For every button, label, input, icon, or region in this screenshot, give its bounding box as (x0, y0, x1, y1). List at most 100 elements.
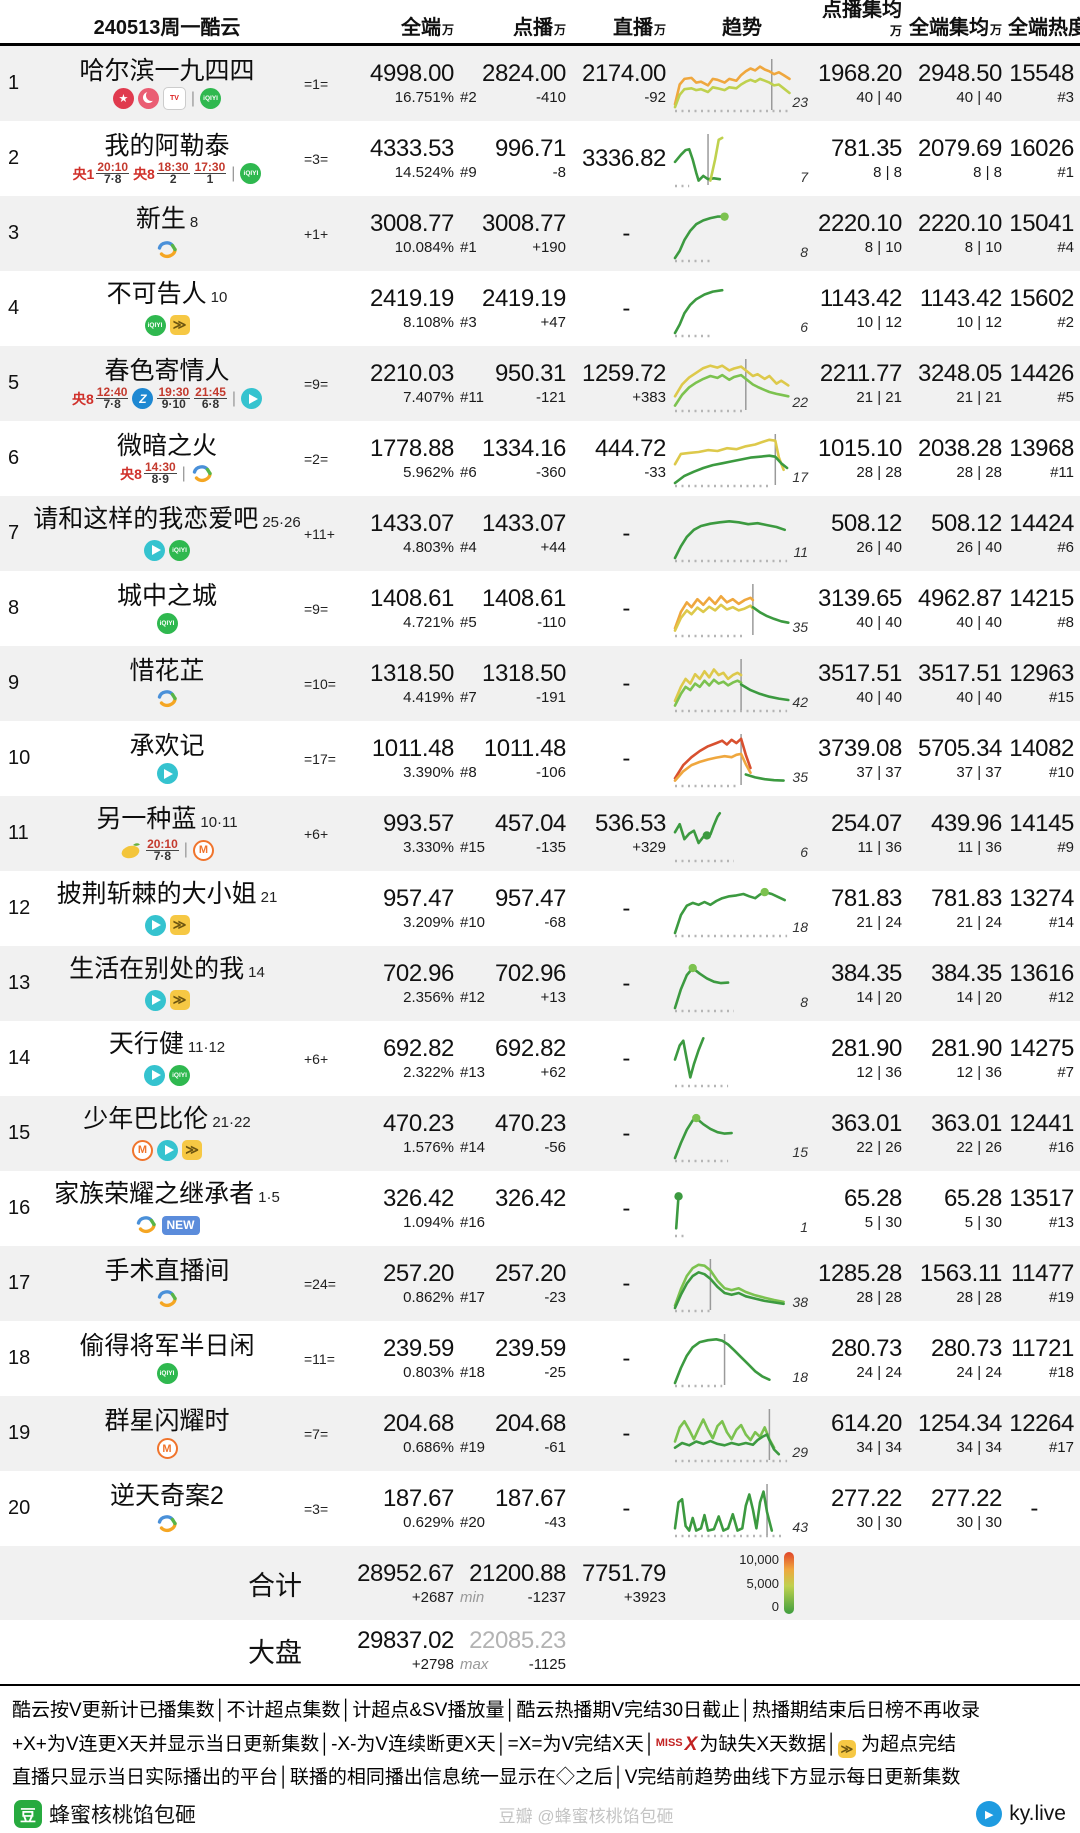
quanduan-avg-episodes: 28 | 28 (956, 464, 1002, 481)
dianbo-avg-episodes: 8 | 8 (873, 164, 902, 181)
quanduan-value: 1011.48 (371, 735, 455, 762)
chaodian-finale-icon: ≫ (169, 315, 190, 335)
dianbo-subline: #12 +13 (460, 988, 566, 1007)
trend-sparkline (673, 1036, 729, 1087)
quanduan-avg-value: 384.35 (930, 960, 1002, 987)
icon-separator: | (231, 164, 236, 182)
daily-episode-count: 29 (792, 1443, 808, 1460)
title-cell: 哈尔滨一九四四 ★ TV | iQIYI (30, 57, 304, 111)
quanduan-avg-value: 2948.50 (918, 60, 1002, 87)
dianbo-avg-episodes: 37 | 37 (856, 764, 902, 781)
broadcast-time: 19:30 (157, 385, 191, 399)
dianbo: 1408.61 #5 -110 (460, 571, 572, 646)
trend-line (673, 1417, 776, 1449)
heat-value: 12264 (1009, 1410, 1074, 1437)
trend-cell: 11 (672, 503, 812, 565)
dianbo-value: 1433.07 (482, 510, 566, 537)
heat-value: 11721 (1011, 1335, 1074, 1362)
drama-title-line: 请和这样的我恋爱吧 25·26 (33, 505, 300, 537)
dianbo-subline: #15 -135 (460, 838, 566, 857)
rank-number: 1 (8, 72, 20, 94)
dianbo: 950.31 #11 -121 (460, 346, 572, 421)
dianbo-avg: 2211.77 21 | 21 (812, 346, 908, 421)
daily-episode-count: 15 (792, 1143, 808, 1160)
douban-icon: 豆 (14, 1800, 42, 1829)
heat: 14426 #5 (1008, 346, 1080, 421)
quanduan-avg: 439.96 11 | 36 (908, 796, 1008, 871)
platform-icons (156, 1287, 179, 1311)
quanduan-avg-value: 508.12 (930, 510, 1002, 537)
dianbo-avg-value: 508.12 (830, 510, 902, 537)
quanduan-value: 257.20 (382, 1260, 454, 1287)
heat-rank: #4 (1057, 239, 1074, 256)
daily-episode-count: 18 (792, 1368, 808, 1385)
dianbo-value: 1318.50 (482, 660, 566, 687)
dianbo-avg: 254.07 11 | 36 (812, 796, 908, 871)
heat: 12264 #17 (1008, 1396, 1080, 1471)
heat: 11477 #19 (1008, 1246, 1080, 1321)
heat-scale-legend: 10,000 5,000 0 (672, 1546, 812, 1620)
quanduan-percent: 3.390% (403, 764, 454, 781)
latest-point-dot (692, 1113, 701, 1122)
dianbo-change: +44 (540, 539, 566, 556)
table-header: 240513周一酷云 全端万 点播万 直播万 趋势 点播集均万 全端集均万 全端… (0, 0, 1080, 46)
broadcast-time: 21:45 (194, 385, 227, 399)
quanduan: 1318.50 4.419% (354, 646, 460, 721)
dianbo: 996.71 #9 -8 (460, 121, 572, 196)
broadcast-time-episodes: 19:30 9·10 (157, 385, 191, 410)
quanduan-avg-value: 4962.87 (918, 585, 1002, 612)
trend-line (673, 1432, 781, 1456)
tencent-video-icon (156, 763, 178, 784)
dianbo-avg-episodes: 34 | 34 (856, 1439, 902, 1456)
daily-episode-count: 38 (792, 1293, 808, 1310)
drama-title: 新生 (135, 205, 186, 233)
dianbo-rank: #20 (460, 1514, 486, 1531)
status-badge: +6+ (304, 1050, 329, 1067)
dianbo-rank: #6 (460, 464, 477, 481)
dianbo-rank: #16 (460, 1214, 486, 1231)
dianbo-avg-value: 254.07 (830, 810, 902, 837)
dianbo-change: -8 (552, 164, 566, 181)
quanduan: 187.67 0.629% (354, 1471, 460, 1546)
quanduan-avg-episodes: 11 | 36 (957, 839, 1003, 856)
zhibo-value: 444.72 (594, 435, 666, 462)
status-badge: +1+ (304, 225, 329, 242)
dianbo: 1334.16 #6 -360 (460, 421, 572, 496)
heat-rank: #2 (1057, 314, 1074, 331)
dianbo-change: +190 (532, 239, 566, 256)
drama-title: 不可告人 (106, 280, 207, 308)
market-row: 大盘 29837.02 +2798 22085.23 max -1125 (0, 1620, 1080, 1682)
platform-icons: 央1 20:10 7·8 央8 18:30 2 17:30 1 | iQIYI (73, 161, 262, 186)
table-row: 17 手术直播间 =24= 257.20 0.862% 257.20 #17 -23-38 12… (0, 1246, 1080, 1321)
heat-rank: #13 (1048, 1214, 1074, 1231)
footnote-line-3: 直播只显示当日实际播出的平台│联播的相同播出信息统一显示在◇之后│V完结前趋势曲… (12, 1766, 961, 1788)
quanduan-percent: 0.629% (403, 1514, 454, 1531)
quanduan: 1011.48 3.390% (354, 721, 460, 796)
dianbo-subline: #18 -25 (460, 1363, 566, 1382)
mango-tv-fruit-icon (121, 842, 141, 858)
trend-sparkline (673, 1258, 785, 1312)
quanduan-avg-episodes: 8 | 8 (973, 164, 1002, 181)
dianbo-avg: 781.83 21 | 24 (812, 871, 908, 946)
trend-cell: 17 (672, 428, 812, 490)
iqiyi-icon: iQIYI (200, 88, 222, 109)
drama-title-line: 生活在别处的我 14 (69, 955, 265, 987)
table-row: 10 承欢记 =17= 1011.48 3.390% 1011.48 #8 -106-35 37… (0, 721, 1080, 796)
dianbo-avg-value: 1143.42 (819, 285, 903, 312)
table-row: 4 不可告人 10 iQIYI ≫ 2419.19 8.108% 2419.19 #3 +47-6… (0, 271, 1080, 346)
table-row: 7 请和这样的我恋爱吧 25·26 iQIYI +11+ 1433.07 4.803% 143… (0, 496, 1080, 571)
zhejiang-tv-icon: Z (132, 388, 154, 409)
quanduan: 2419.19 8.108% (354, 271, 460, 346)
dianbo-value: 2824.00 (482, 60, 566, 87)
quanduan-avg: 3248.05 21 | 21 (908, 346, 1008, 421)
dianbo-rank: #2 (460, 89, 477, 106)
episode-numbers: 1·5 (258, 1189, 280, 1206)
dianbo-avg-value: 65.28 (843, 1185, 902, 1212)
heat: 14215 #8 (1008, 571, 1080, 646)
dianbo-rank: #14 (460, 1139, 486, 1156)
trend-sparkline (673, 1333, 771, 1387)
heat-value: 14424 (1009, 510, 1074, 537)
dianbo-avg-value: 614.20 (830, 1410, 902, 1437)
dianbo-avg-value: 1285.28 (818, 1260, 902, 1287)
trend-sparkline (673, 963, 734, 1012)
